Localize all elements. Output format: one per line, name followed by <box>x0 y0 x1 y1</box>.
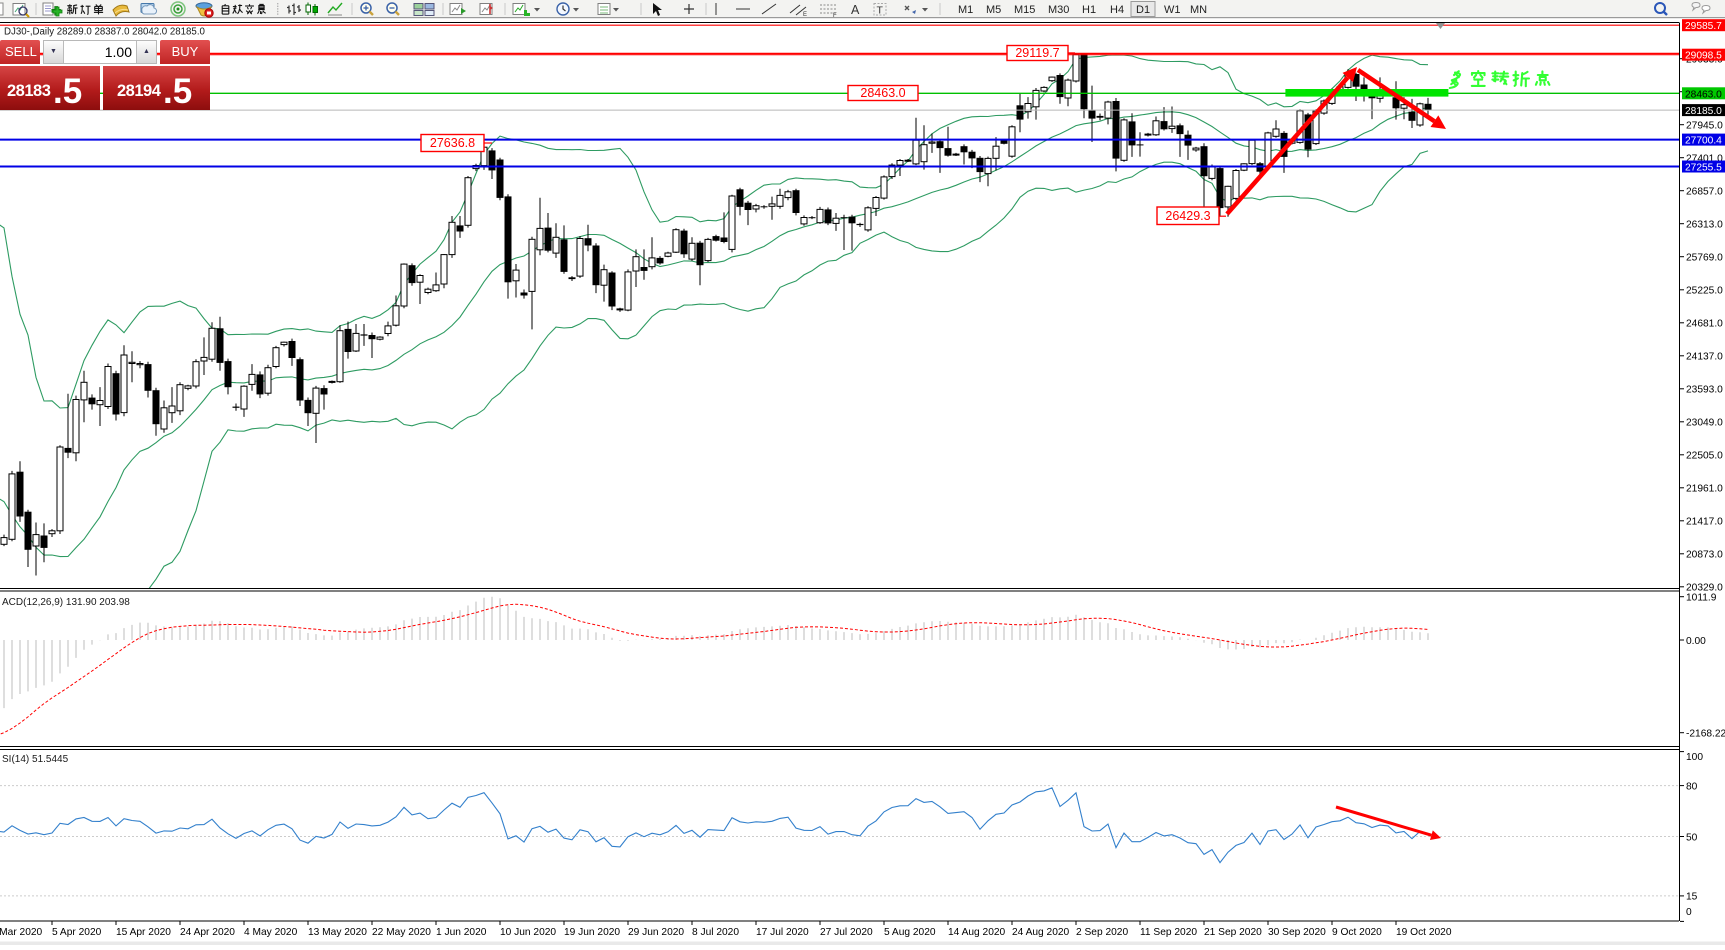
svg-text:20873.0: 20873.0 <box>1686 550 1723 561</box>
svg-text:4 May 2020: 4 May 2020 <box>244 927 298 938</box>
svg-text:0: 0 <box>1686 907 1692 918</box>
svg-text:5 Apr 2020: 5 Apr 2020 <box>52 927 102 938</box>
svg-text:27 Jul 2020: 27 Jul 2020 <box>820 927 873 938</box>
svg-text:W1: W1 <box>1164 4 1181 16</box>
svg-text:24137.0: 24137.0 <box>1686 352 1723 363</box>
svg-text:1011.9: 1011.9 <box>1686 593 1717 604</box>
svg-text:A: A <box>851 3 860 17</box>
svg-text:27700.4: 27700.4 <box>1685 136 1722 147</box>
svg-text:19 Jun 2020: 19 Jun 2020 <box>564 927 620 938</box>
svg-text:M30: M30 <box>1048 4 1069 16</box>
svg-text:23593.0: 23593.0 <box>1686 385 1723 396</box>
svg-text:100: 100 <box>1686 752 1703 763</box>
svg-text:D1: D1 <box>1136 4 1150 16</box>
svg-text:29119.7: 29119.7 <box>1015 46 1059 60</box>
svg-text:H1: H1 <box>1082 4 1096 16</box>
svg-text:26857.0: 26857.0 <box>1686 187 1723 198</box>
svg-text:M5: M5 <box>986 4 1001 16</box>
svg-text:1 Jun 2020: 1 Jun 2020 <box>436 927 487 938</box>
svg-text:26 Mar 2020: 26 Mar 2020 <box>0 927 43 938</box>
svg-text:29098.5: 29098.5 <box>1685 51 1722 62</box>
svg-text:22505.0: 22505.0 <box>1686 451 1723 462</box>
svg-text:11 Sep 2020: 11 Sep 2020 <box>1140 927 1197 938</box>
svg-text:DJ30-,Daily 28289.0 28387.0 2: DJ30-,Daily 28289.0 28387.0 28042.0 2818… <box>4 27 206 38</box>
svg-text:22 May 2020: 22 May 2020 <box>372 927 431 938</box>
svg-text:5 Aug 2020: 5 Aug 2020 <box>884 927 936 938</box>
svg-text:MN: MN <box>1190 4 1207 16</box>
svg-text:0.00: 0.00 <box>1686 636 1706 647</box>
svg-text:T: T <box>877 5 884 17</box>
svg-text:24681.0: 24681.0 <box>1686 319 1723 330</box>
svg-text:27945.0: 27945.0 <box>1686 121 1723 132</box>
svg-text:26313.0: 26313.0 <box>1686 220 1723 231</box>
svg-text:25225.0: 25225.0 <box>1686 286 1723 297</box>
svg-text:24 Apr 2020: 24 Apr 2020 <box>180 927 235 938</box>
svg-text:9 Oct 2020: 9 Oct 2020 <box>1332 927 1382 938</box>
svg-text:21417.0: 21417.0 <box>1686 517 1723 528</box>
svg-text:13 May 2020: 13 May 2020 <box>308 927 367 938</box>
svg-text:8 Jul 2020: 8 Jul 2020 <box>692 927 739 938</box>
svg-text:25769.0: 25769.0 <box>1686 253 1723 264</box>
svg-text:80: 80 <box>1686 781 1698 792</box>
svg-text:10 Jun 2020: 10 Jun 2020 <box>500 927 556 938</box>
svg-text:23049.0: 23049.0 <box>1686 418 1723 429</box>
svg-text:29 Jun 2020: 29 Jun 2020 <box>628 927 684 938</box>
svg-text:24 Aug 2020: 24 Aug 2020 <box>1012 927 1070 938</box>
svg-text:28463.0: 28463.0 <box>1685 89 1722 100</box>
svg-text:M15: M15 <box>1014 4 1035 16</box>
svg-text:30 Sep 2020: 30 Sep 2020 <box>1268 927 1326 938</box>
svg-text:ACD(12,26,9) 131.90 203.98: ACD(12,26,9) 131.90 203.98 <box>2 597 130 608</box>
svg-text:21 Sep 2020: 21 Sep 2020 <box>1204 927 1262 938</box>
svg-text:50: 50 <box>1686 832 1698 843</box>
svg-text:M1: M1 <box>958 4 973 16</box>
svg-text:28463.0: 28463.0 <box>860 86 905 100</box>
svg-text:15 Apr 2020: 15 Apr 2020 <box>116 927 171 938</box>
svg-text:27636.8: 27636.8 <box>430 136 475 150</box>
svg-text:27255.5: 27255.5 <box>1685 163 1722 174</box>
svg-text:19 Oct 2020: 19 Oct 2020 <box>1396 927 1452 938</box>
svg-text:28185.0: 28185.0 <box>1685 106 1722 117</box>
svg-text:2 Sep 2020: 2 Sep 2020 <box>1076 927 1128 938</box>
svg-text:-2168.22: -2168.22 <box>1686 729 1725 740</box>
svg-text:15: 15 <box>1686 892 1698 903</box>
svg-text:26429.3: 26429.3 <box>1165 209 1210 223</box>
svg-text:14 Aug 2020: 14 Aug 2020 <box>948 927 1006 938</box>
svg-text:17 Jul 2020: 17 Jul 2020 <box>756 927 809 938</box>
svg-text:E: E <box>803 12 807 18</box>
svg-text:F: F <box>833 13 837 19</box>
svg-text:SI(14) 51.5445: SI(14) 51.5445 <box>2 754 69 765</box>
svg-text:H4: H4 <box>1110 4 1124 16</box>
svg-text:21961.0: 21961.0 <box>1686 484 1723 495</box>
